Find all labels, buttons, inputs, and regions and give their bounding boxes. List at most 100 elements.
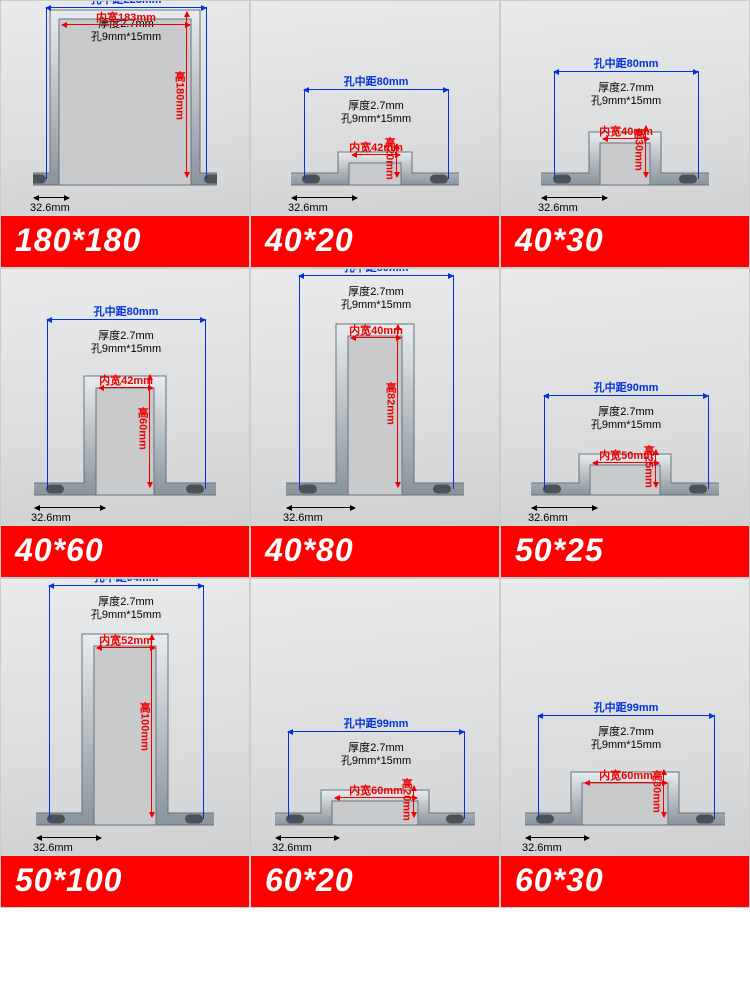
size-caption: 40*20 xyxy=(251,216,499,267)
val-thickness: 2.7mm xyxy=(620,726,654,738)
bracket-drawing xyxy=(525,752,725,826)
val-height: 30mm xyxy=(632,139,644,171)
dim-inner-width: 内宽40mm xyxy=(590,125,662,139)
dim-hole-center-dist: 孔中距90mm xyxy=(532,381,720,395)
val-foot-width: 32.6mm xyxy=(33,842,73,854)
dim-hole: 孔9mm*15mm xyxy=(287,298,465,312)
val-foot-width: 32.6mm xyxy=(288,202,328,214)
label-hole-dist: 孔中距 xyxy=(594,58,627,70)
val-hole: 9mm*15mm xyxy=(352,755,411,767)
dim-height: 高180mm xyxy=(172,71,186,120)
dim-line-foot-width xyxy=(276,837,339,838)
val-inner-width: 183mm xyxy=(118,12,156,24)
bracket-drawing xyxy=(541,108,709,186)
dim-inner-width: 内宽52mm xyxy=(83,634,169,648)
label-inner-width: 内宽 xyxy=(599,450,621,462)
label-hole-dist: 孔中距 xyxy=(344,718,377,730)
dim-height: 高20mm xyxy=(382,137,396,180)
dim-line-foot-width xyxy=(526,837,589,838)
size-caption: 60*30 xyxy=(501,856,749,907)
label-hole: 孔 xyxy=(91,609,102,621)
label-inner-width: 内宽 xyxy=(99,375,121,387)
dim-inner-width: 内宽183mm xyxy=(51,11,201,25)
label-height: 高 xyxy=(400,778,412,789)
val-height: 60mm xyxy=(136,418,148,450)
val-height: 180mm xyxy=(173,82,185,120)
val-height: 82mm xyxy=(384,393,396,425)
size-caption: 40*80 xyxy=(251,526,499,577)
dim-hole: 孔9mm*15mm xyxy=(292,112,460,126)
val-hole: 9mm*15mm xyxy=(102,609,161,621)
label-hole: 孔 xyxy=(341,755,352,767)
dim-height: 高30mm xyxy=(649,770,663,813)
val-foot-width: 32.6mm xyxy=(528,512,568,524)
val-hole-dist: 80mm xyxy=(377,76,409,88)
label-thickness: 厚度 xyxy=(98,330,120,342)
val-hole: 9mm*15mm xyxy=(352,299,411,311)
val-height: 25mm xyxy=(642,456,654,488)
product-spec-grid: 孔中距223mm 厚度2.7mm 孔9mm*15mm 内宽183mm 高180m… xyxy=(0,0,750,908)
diagram-area: 孔中距99mm 厚度2.7mm 孔9mm*15mm 内宽60mm 高20mm 3… xyxy=(251,579,499,856)
dim-height: 高100mm xyxy=(137,702,151,751)
dim-hole-center-dist: 孔中距99mm xyxy=(276,717,476,731)
label-thickness: 厚度 xyxy=(598,82,620,94)
dim-height: 高25mm xyxy=(641,445,655,488)
diagram-area: 孔中距80mm 厚度2.7mm 孔9mm*15mm 内宽40mm 高30mm 3… xyxy=(501,1,749,216)
dim-hole: 孔9mm*15mm xyxy=(526,738,726,752)
label-inner-width: 内宽 xyxy=(99,635,121,647)
val-thickness: 2.7mm xyxy=(370,742,404,754)
val-hole-dist: 90mm xyxy=(627,382,659,394)
val-thickness: 2.7mm xyxy=(620,82,654,94)
spec-cell: 孔中距223mm 厚度2.7mm 孔9mm*15mm 内宽183mm 高180m… xyxy=(0,0,250,268)
val-thickness: 2.7mm xyxy=(120,330,154,342)
val-foot-width: 32.6mm xyxy=(538,202,578,214)
dim-hole-center-dist: 孔中距80mm xyxy=(35,305,217,319)
label-hole: 孔 xyxy=(591,95,602,107)
label-height: 高 xyxy=(632,128,644,139)
label-hole-dist: 孔中距 xyxy=(594,702,627,714)
dim-line-foot-width xyxy=(34,197,69,198)
dim-foot-width: 32.6mm xyxy=(528,511,568,525)
dim-hole: 孔9mm*15mm xyxy=(37,608,215,622)
val-height: 20mm xyxy=(383,148,395,180)
val-thickness: 2.7mm xyxy=(120,596,154,608)
dim-hole: 孔9mm*15mm xyxy=(34,30,218,44)
val-height: 100mm xyxy=(138,713,150,751)
spec-cell: 孔中距94mm 厚度2.7mm 孔9mm*15mm 内宽52mm 高100mm … xyxy=(0,578,250,908)
diagram-area: 孔中距94mm 厚度2.7mm 孔9mm*15mm 内宽52mm 高100mm … xyxy=(1,579,249,856)
val-hole: 9mm*15mm xyxy=(102,343,161,355)
size-caption: 40*60 xyxy=(1,526,249,577)
spec-cell: 孔中距80mm 厚度2.7mm 孔9mm*15mm 内宽40mm 高82mm 3… xyxy=(250,268,500,578)
dim-foot-width: 32.6mm xyxy=(288,201,328,215)
val-hole: 9mm*15mm xyxy=(602,739,661,751)
label-height: 高 xyxy=(173,71,185,82)
val-height: 20mm xyxy=(400,789,412,821)
val-foot-width: 32.6mm xyxy=(30,202,70,214)
val-hole-dist: 223mm xyxy=(124,1,162,6)
label-hole-dist: 孔中距 xyxy=(344,269,377,274)
label-hole: 孔 xyxy=(91,343,102,355)
dim-hole: 孔9mm*15mm xyxy=(542,94,710,108)
spec-cell: 孔中距99mm 厚度2.7mm 孔9mm*15mm 内宽60mm 高20mm 3… xyxy=(250,578,500,908)
dim-foot-width: 32.6mm xyxy=(31,511,71,525)
val-hole: 9mm*15mm xyxy=(602,95,661,107)
dim-foot-width: 32.6mm xyxy=(538,201,578,215)
val-hole-dist: 80mm xyxy=(127,306,159,318)
label-thickness: 厚度 xyxy=(98,596,120,608)
dim-hole-center-dist: 孔中距80mm xyxy=(292,75,460,89)
dim-line-foot-width xyxy=(292,197,357,198)
dim-inner-width: 内宽40mm xyxy=(337,324,415,338)
label-hole-dist: 孔中距 xyxy=(344,76,377,88)
label-height: 高 xyxy=(383,137,395,148)
label-hole: 孔 xyxy=(341,299,352,311)
dim-line-foot-width xyxy=(287,507,355,508)
val-hole-dist: 99mm xyxy=(627,702,659,714)
diagram-area: 孔中距80mm 厚度2.7mm 孔9mm*15mm 内宽42mm 高60mm 3… xyxy=(1,269,249,526)
spec-cell: 孔中距80mm 厚度2.7mm 孔9mm*15mm 内宽40mm 高30mm 3… xyxy=(500,0,750,268)
val-hole-dist: 80mm xyxy=(377,269,409,274)
dim-foot-width: 32.6mm xyxy=(30,201,70,215)
label-hole-dist: 孔中距 xyxy=(94,306,127,318)
dim-hole-center-dist: 孔中距99mm xyxy=(526,701,726,715)
label-hole: 孔 xyxy=(341,113,352,125)
dim-hole-center-dist: 孔中距223mm xyxy=(34,1,218,7)
